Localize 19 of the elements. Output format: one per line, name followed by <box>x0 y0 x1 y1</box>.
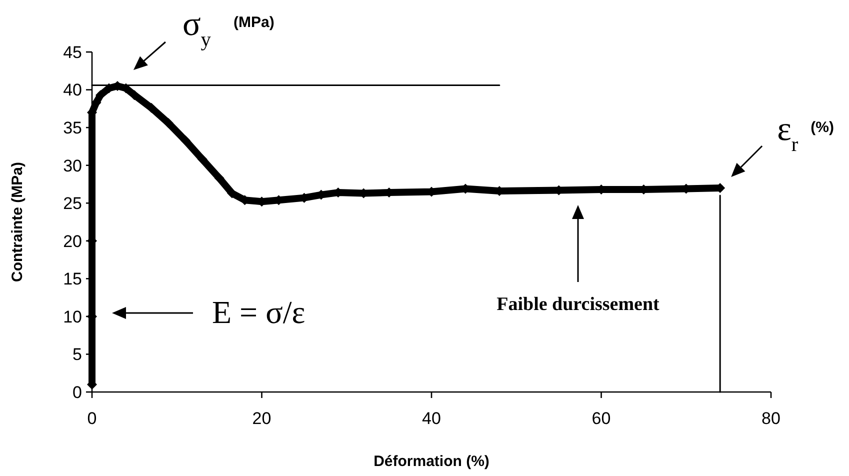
y-tick-label: 40 <box>63 80 82 100</box>
y-tick-label: 15 <box>63 270 82 289</box>
y-tick-label: 30 <box>63 156 82 176</box>
x-axis-title: Déformation (%) <box>374 453 490 470</box>
y-tick-label: 5 <box>72 345 82 364</box>
x-tick-label: 0 <box>87 409 97 428</box>
y-tick-label: 35 <box>63 118 82 138</box>
y-axis-title: Contrainte (MPa) <box>9 162 26 282</box>
y-tick-label: 25 <box>63 194 82 214</box>
y-tick-label: 10 <box>63 307 82 326</box>
x-tick-label: 20 <box>252 409 272 428</box>
y-tick-label: 0 <box>72 382 82 402</box>
annotation: E = σ/ε <box>212 294 306 330</box>
x-tick-label: 40 <box>422 409 441 428</box>
x-tick-label: 60 <box>592 409 611 428</box>
y-tick-label: 45 <box>63 42 82 62</box>
annotation: Faible durcissement <box>496 294 660 315</box>
y-tick-label: 20 <box>63 232 82 251</box>
x-tick-label: 80 <box>762 409 780 428</box>
